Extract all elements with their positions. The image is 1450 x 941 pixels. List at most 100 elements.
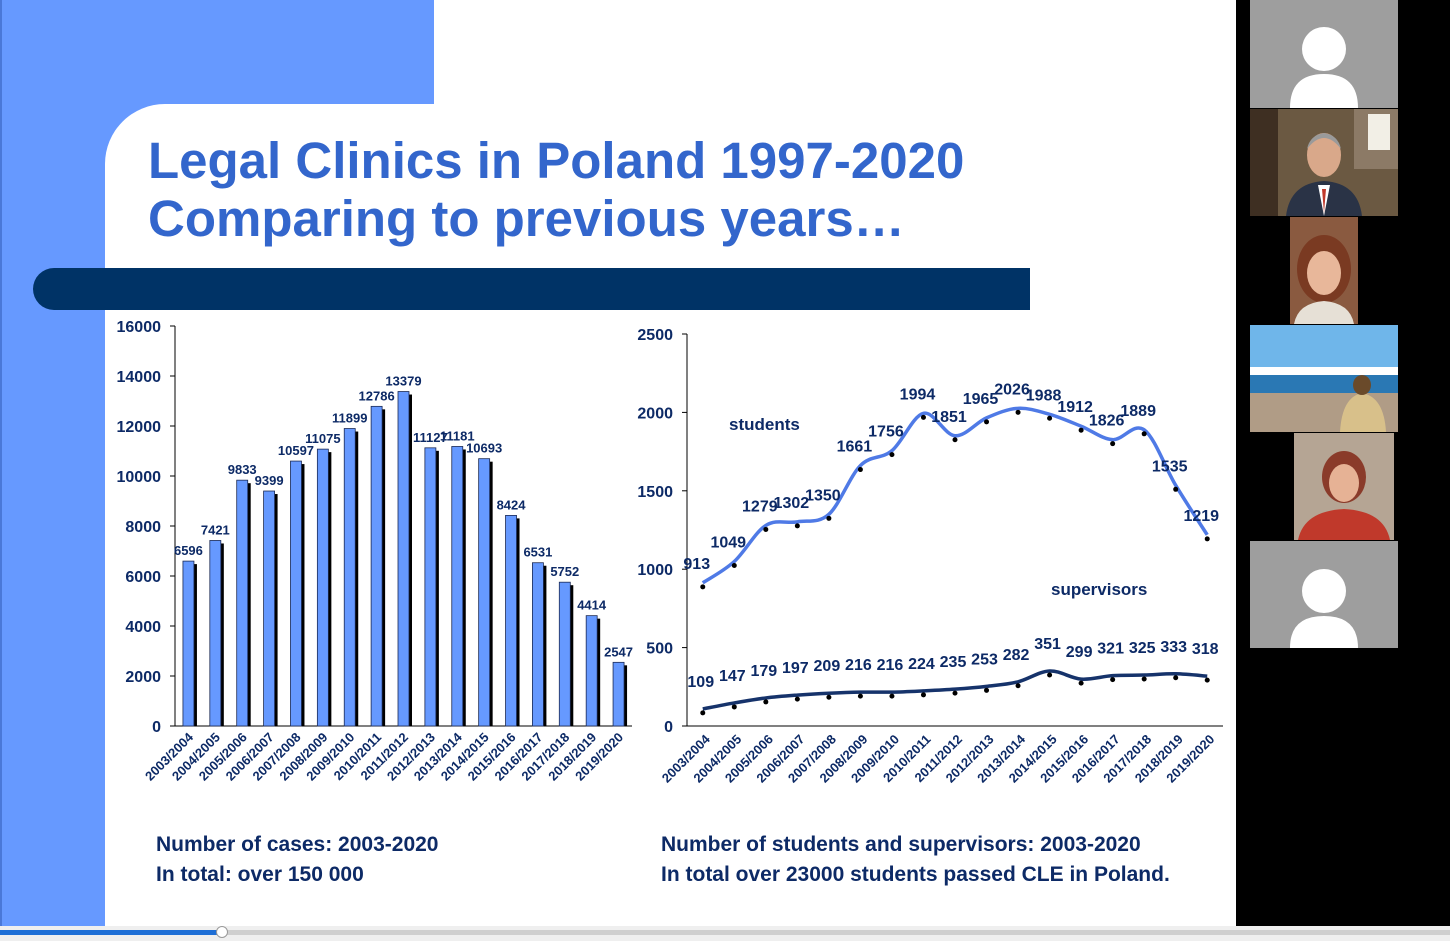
cases-caption: Number of cases: 2003-2020 In total: ove… — [156, 830, 439, 890]
bar — [585, 615, 598, 727]
data-point — [794, 696, 800, 702]
bar-value-label: 10597 — [278, 443, 314, 458]
data-point — [1078, 680, 1084, 686]
bar — [343, 428, 356, 727]
participant-tile-6[interactable] — [1250, 541, 1398, 648]
video-progress-track[interactable] — [0, 930, 1450, 935]
participant-tile-1[interactable] — [1250, 0, 1398, 108]
data-value-label: 333 — [1160, 639, 1187, 656]
y-tick-label: 1000 — [637, 562, 673, 579]
data-point — [1110, 441, 1116, 447]
data-value-label: 1826 — [1089, 413, 1125, 430]
data-point — [1204, 536, 1210, 542]
y-tick-label: 0 — [664, 719, 673, 736]
y-tick-label: 2500 — [637, 327, 673, 344]
data-value-label: 1994 — [900, 386, 936, 403]
bar-value-label: 6531 — [523, 545, 552, 560]
user-avatar-icon — [1290, 569, 1358, 648]
bar-value-label: 11127 — [413, 430, 448, 445]
data-point — [763, 699, 769, 705]
data-value-label: 209 — [814, 658, 841, 675]
data-point — [700, 584, 706, 590]
participant-tile-5[interactable] — [1250, 433, 1398, 540]
y-tick-label: 2000 — [637, 405, 673, 422]
bar — [263, 490, 275, 727]
bar-value-label: 11181 — [440, 428, 475, 443]
bar-value-label: 7421 — [201, 522, 230, 537]
cases-caption-line-2: In total: over 150 000 — [156, 863, 364, 886]
bar — [505, 515, 517, 727]
bar — [397, 391, 410, 727]
y-tick-label: 6000 — [125, 569, 161, 586]
data-point — [952, 437, 958, 443]
data-value-label: 1279 — [742, 498, 778, 515]
bar — [612, 661, 625, 727]
participant-tile-2[interactable] — [1250, 109, 1398, 216]
slide-blue-header-block — [2, 0, 434, 104]
data-point — [731, 704, 737, 710]
series-label-students: students — [729, 415, 800, 434]
video-progress-handle[interactable] — [215, 926, 228, 938]
participant-video-frame — [1250, 109, 1398, 216]
bar — [316, 448, 329, 727]
y-tick-label: 14000 — [117, 369, 162, 386]
presentation-slide: Legal Clinics in Poland 1997-2020 Compar… — [0, 0, 1223, 926]
data-value-label: 1350 — [805, 487, 841, 504]
data-value-label: 224 — [908, 656, 935, 673]
y-tick-label: 10000 — [117, 469, 162, 486]
bar-value-label: 8424 — [497, 497, 527, 512]
series-label-supervisors: supervisors — [1051, 580, 1147, 599]
title-divider-bar — [33, 268, 1030, 310]
bar-value-label: 2547 — [604, 644, 633, 659]
data-point — [731, 563, 737, 569]
bar-value-label: 5752 — [550, 564, 579, 579]
students-caption-line-2: In total over 23000 students passed CLE … — [661, 863, 1170, 886]
participant-tile-3[interactable] — [1250, 217, 1398, 324]
data-point — [952, 690, 958, 696]
data-value-label: 109 — [687, 674, 714, 691]
data-value-label: 197 — [782, 660, 809, 677]
slide-left-stripe — [0, 0, 2, 926]
data-value-label: 216 — [877, 657, 904, 674]
data-point — [984, 419, 990, 425]
data-point — [700, 710, 706, 716]
cases-bar-chart: 0 2000 4000 6000 8000 10000 12000 14000 16000 659… — [117, 319, 634, 784]
data-point — [1015, 683, 1021, 689]
data-value-label: 1756 — [868, 424, 904, 441]
data-point — [1204, 677, 1210, 683]
participant-video-frame — [1250, 433, 1398, 540]
data-value-label: 1049 — [710, 535, 746, 552]
bar — [209, 540, 222, 727]
slide-title-line-2: Comparing to previous years… — [148, 190, 905, 247]
bar — [478, 458, 491, 727]
bar-value-label: 12786 — [359, 388, 395, 403]
y-tick-label: 0 — [152, 719, 161, 736]
data-value-label: 321 — [1097, 641, 1124, 658]
data-point — [857, 693, 863, 699]
data-point — [1141, 431, 1147, 437]
bar — [424, 447, 437, 727]
bar-value-label: 11075 — [305, 431, 340, 446]
data-point — [826, 694, 832, 700]
cases-caption-line-1: Number of cases: 2003-2020 — [156, 833, 439, 856]
data-value-label: 216 — [845, 657, 872, 674]
data-value-label: 1889 — [1120, 403, 1156, 420]
bar — [290, 460, 302, 727]
data-value-label: 325 — [1129, 640, 1156, 657]
data-point — [889, 693, 895, 699]
participant-tile-4[interactable] — [1250, 325, 1398, 432]
data-value-label: 1302 — [774, 495, 810, 512]
data-value-label: 913 — [683, 556, 710, 573]
bar — [532, 562, 544, 727]
y-tick-label: 12000 — [117, 419, 162, 436]
data-value-label: 253 — [971, 651, 998, 668]
supervisors-line — [702, 669, 1208, 711]
data-point — [857, 467, 863, 473]
data-point — [826, 515, 832, 521]
y-tick-label: 1500 — [637, 484, 673, 501]
students-line — [701, 406, 1209, 585]
bar — [558, 581, 571, 727]
data-point — [794, 523, 800, 529]
slide-title: Legal Clinics in Poland 1997-2020 Compar… — [148, 132, 964, 248]
data-value-label: 1219 — [1183, 508, 1219, 525]
